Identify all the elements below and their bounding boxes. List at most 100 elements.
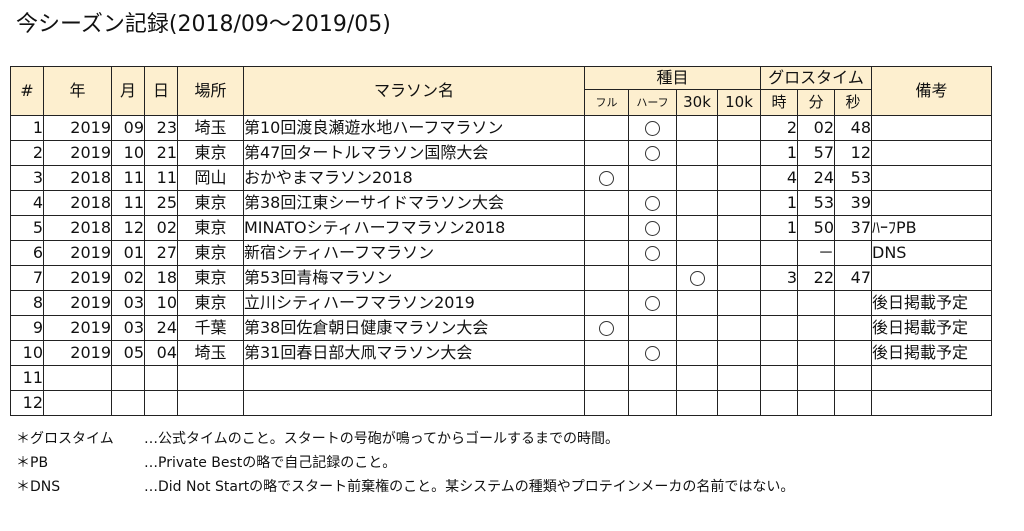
cell-race: MINATOシティハーフマラソン2018: [243, 215, 585, 241]
cell-year: 2019: [43, 265, 112, 291]
cell-place: 東京: [177, 290, 244, 316]
cell-k30: [676, 215, 718, 241]
cell-half: [628, 140, 677, 166]
cell-day: 04: [144, 340, 178, 366]
table-row: 7 2019 02 18 東京 第53回青梅マラソン 3 22 47: [10, 265, 992, 291]
footnote-definition: …公式タイムのこと。スタートの号砲が鳴ってからゴールするまでの時間。: [144, 431, 620, 447]
cell-s: 48: [834, 115, 872, 141]
cell-day: 02: [144, 215, 178, 241]
entry-circle-mark: [645, 296, 660, 311]
cell-s: 37: [834, 215, 872, 241]
cell-half: [628, 365, 677, 391]
cell-m: 57: [797, 140, 835, 166]
cell-race: 立川シティハーフマラソン2019: [243, 290, 585, 316]
cell-k10: [717, 390, 761, 416]
cell-k30: [676, 390, 718, 416]
cell-race: [243, 365, 585, 391]
cell-place: 東京: [177, 240, 244, 266]
cell-place: [177, 390, 244, 416]
header-month: 月: [111, 66, 145, 116]
cell-race: 第10回渡良瀬遊水地ハーフマラソン: [243, 115, 585, 141]
cell-race: 新宿シティハーフマラソン: [243, 240, 585, 266]
cell-no: 6: [10, 240, 44, 266]
cell-month: 10: [111, 140, 145, 166]
cell-place: 埼玉: [177, 115, 244, 141]
cell-month: 03: [111, 290, 145, 316]
cell-k30: [676, 165, 718, 191]
cell-race: 第38回佐倉朝日健康マラソン大会: [243, 315, 585, 341]
entry-circle-mark: [645, 221, 660, 236]
cell-day: 24: [144, 315, 178, 341]
cell-no: 4: [10, 190, 44, 216]
cell-place: [177, 365, 244, 391]
cell-s: [834, 290, 872, 316]
header-hour: 時: [760, 89, 798, 116]
cell-note: 後日掲載予定: [871, 290, 992, 316]
table-row: 11: [10, 365, 992, 391]
cell-place: 埼玉: [177, 340, 244, 366]
cell-month: 02: [111, 265, 145, 291]
cell-k30: [676, 340, 718, 366]
cell-note: [871, 165, 992, 191]
cell-note: 後日掲載予定: [871, 315, 992, 341]
cell-month: [111, 390, 145, 416]
cell-full: [584, 340, 629, 366]
cell-k10: [717, 190, 761, 216]
header-place: 場所: [177, 66, 244, 116]
cell-s: 53: [834, 165, 872, 191]
entry-circle-mark: [689, 271, 705, 286]
cell-month: 12: [111, 215, 145, 241]
cell-m: －: [797, 240, 835, 266]
cell-s: [834, 340, 872, 366]
cell-k30: [676, 115, 718, 141]
table-row: 2 2019 10 21 東京 第47回タートルマラソン国際大会 1 57 12: [10, 140, 992, 166]
cell-k30: [676, 140, 718, 166]
cell-no: 5: [10, 215, 44, 241]
cell-note: [871, 190, 992, 216]
cell-no: 1: [10, 115, 44, 141]
header-no: #: [10, 66, 44, 116]
cell-k10: [717, 265, 761, 291]
cell-full: [584, 265, 629, 291]
cell-year: 2018: [43, 190, 112, 216]
cell-half: [628, 390, 677, 416]
cell-k30: [676, 190, 718, 216]
cell-note: [871, 365, 992, 391]
cell-year: 2019: [43, 340, 112, 366]
cell-h: 4: [760, 165, 798, 191]
cell-place: 千葉: [177, 315, 244, 341]
cell-day: 21: [144, 140, 178, 166]
cell-k10: [717, 240, 761, 266]
cell-no: 11: [10, 365, 44, 391]
entry-circle-mark: [645, 121, 660, 136]
cell-h: 3: [760, 265, 798, 291]
cell-h: [760, 315, 798, 341]
cell-k10: [717, 115, 761, 141]
cell-year: 2019: [43, 315, 112, 341]
cell-half: [628, 315, 677, 341]
cell-day: 27: [144, 240, 178, 266]
header-30k: 30k: [676, 89, 718, 116]
table-row: 1 2019 09 23 埼玉 第10回渡良瀬遊水地ハーフマラソン 2 02 48: [10, 115, 992, 141]
header-year: 年: [43, 66, 112, 116]
header-gross-time: グロスタイム: [760, 66, 872, 90]
cell-year: [43, 365, 112, 391]
cell-full: [584, 390, 629, 416]
cell-no: 10: [10, 340, 44, 366]
cell-h: 1: [760, 190, 798, 216]
header-full: フル: [584, 89, 629, 116]
cell-m: [797, 340, 835, 366]
race-record-table: # 年 月 日 場所 マラソン名 種目 グロスタイム 備考 フル ハーフ 30k…: [10, 66, 992, 416]
cell-k10: [717, 290, 761, 316]
cell-k10: [717, 340, 761, 366]
cell-month: 09: [111, 115, 145, 141]
cell-half: [628, 290, 677, 316]
cell-day: [144, 365, 178, 391]
cell-no: 7: [10, 265, 44, 291]
cell-place: 東京: [177, 265, 244, 291]
cell-m: [797, 365, 835, 391]
header-minute: 分: [797, 89, 835, 116]
table-row: 9 2019 03 24 千葉 第38回佐倉朝日健康マラソン大会 後日掲載予定: [10, 315, 992, 341]
cell-note: [871, 390, 992, 416]
cell-note: [871, 265, 992, 291]
